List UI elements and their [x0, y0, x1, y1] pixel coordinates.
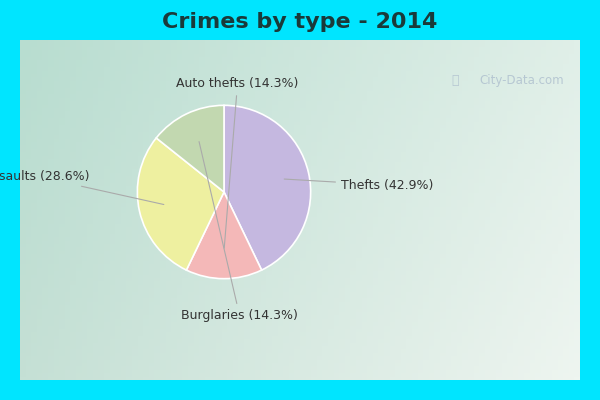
Text: Burglaries (14.3%): Burglaries (14.3%) [181, 142, 298, 322]
Text: ⓘ: ⓘ [451, 74, 459, 87]
Text: City-Data.com: City-Data.com [479, 74, 564, 87]
Text: Assaults (28.6%): Assaults (28.6%) [0, 170, 164, 204]
Text: Crimes by type - 2014: Crimes by type - 2014 [163, 12, 437, 32]
Text: Thefts (42.9%): Thefts (42.9%) [284, 178, 433, 192]
Wedge shape [187, 192, 262, 279]
Wedge shape [137, 138, 224, 270]
Wedge shape [156, 105, 224, 192]
Wedge shape [224, 105, 311, 270]
Text: Auto thefts (14.3%): Auto thefts (14.3%) [176, 77, 299, 248]
